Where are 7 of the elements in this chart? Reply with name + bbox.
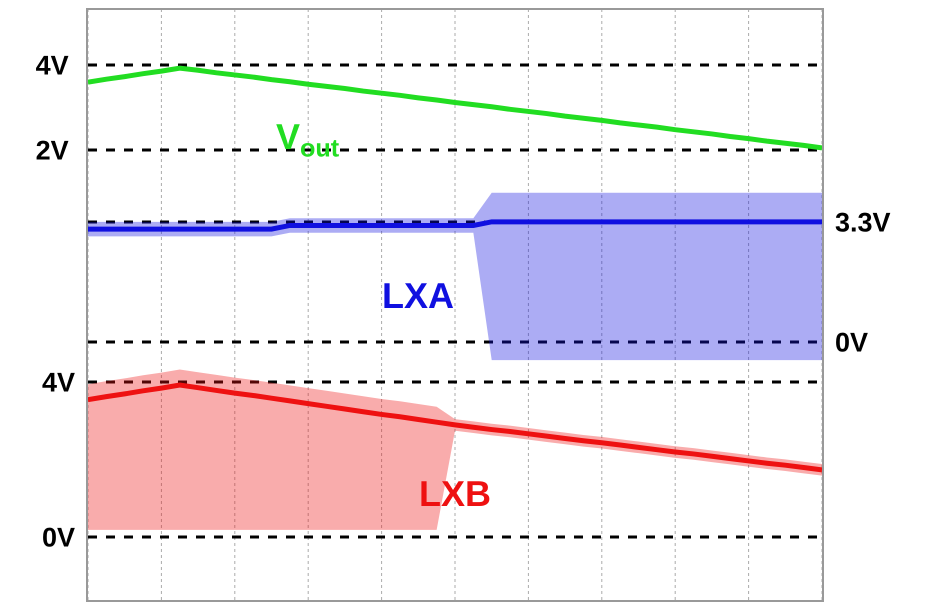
series-label: V$_{out}$ <box>276 116 340 163</box>
series-label: LXB <box>419 473 491 514</box>
y3-tick-label: 0V <box>42 522 75 552</box>
y2-tick-label: 3.3V <box>835 207 891 238</box>
y-tick-label: 2V <box>36 136 69 166</box>
series-label: LXA <box>382 275 454 316</box>
y2-tick-label: 0V <box>835 327 868 358</box>
